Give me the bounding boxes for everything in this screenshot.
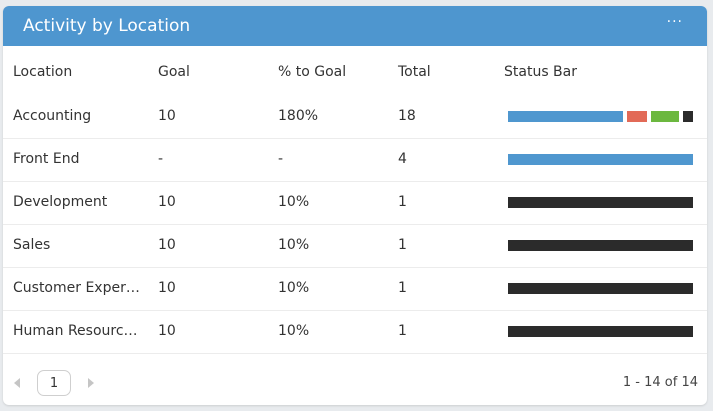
table-cell: Accounting: [13, 108, 92, 124]
table-cell: 10%: [278, 280, 310, 296]
status-segment: [508, 154, 693, 165]
table-cell: 10: [158, 194, 176, 210]
table-cell: 10%: [278, 194, 310, 210]
row-separator: [3, 223, 707, 225]
next-page[interactable]: [88, 378, 94, 388]
table-cell: 10%: [278, 237, 310, 253]
status-segment: [508, 111, 624, 122]
status-segment: [683, 111, 693, 122]
table-cell: 1: [398, 323, 407, 339]
status-segment: [508, 326, 693, 337]
row-separator: [3, 352, 707, 354]
page-range: 1 - 14 of 14: [622, 375, 698, 390]
table-cell: 10: [158, 108, 176, 124]
table-cell: 10: [158, 280, 176, 296]
table-cell: 4: [398, 151, 407, 167]
table-cell: Sales: [13, 237, 51, 253]
page-number[interactable]: 1: [37, 370, 71, 396]
table-cell: 10: [158, 323, 176, 339]
column-header: Goal: [158, 64, 190, 80]
table-cell: Human Resourc…: [13, 323, 138, 339]
column-header: Location: [13, 64, 73, 80]
table-cell: 10%: [278, 323, 310, 339]
status-segment: [650, 111, 680, 122]
status-segment: [508, 197, 693, 208]
more-menu[interactable]: ···: [666, 14, 683, 30]
table-cell: -: [278, 151, 284, 167]
status-segment: [508, 240, 693, 251]
row-separator: [3, 180, 707, 182]
table-cell: Front End: [13, 151, 80, 167]
table-cell: 1: [398, 237, 407, 253]
status-segment: [508, 283, 693, 294]
table-cell: Development: [13, 194, 108, 210]
column-header: % to Goal: [278, 64, 347, 80]
widget-title: Activity by Location: [23, 16, 191, 36]
status-segment: [627, 111, 647, 122]
table-cell: Customer Exper…: [13, 280, 140, 296]
prev-page[interactable]: [14, 378, 20, 388]
widget-card: Activity by Location ··· Location Goal % t…: [3, 6, 707, 405]
table-cell: 10: [158, 237, 176, 253]
table-cell: 1: [398, 280, 407, 296]
column-header: Status Bar: [504, 64, 578, 80]
row-separator: [3, 137, 707, 139]
column-header: Total: [398, 64, 431, 80]
table-cell: 1: [398, 194, 407, 210]
widget-header: Activity by Location ···: [3, 6, 707, 46]
table-cell: 180%: [278, 108, 319, 124]
row-separator: [3, 309, 707, 311]
table-cell: -: [158, 151, 164, 167]
table-cell: 18: [398, 108, 416, 124]
row-separator: [3, 266, 707, 268]
